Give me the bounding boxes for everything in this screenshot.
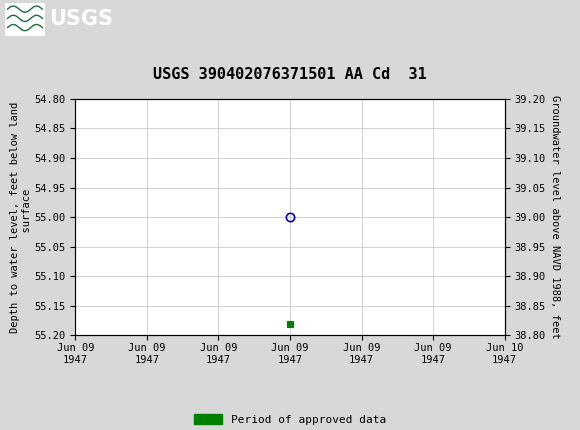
Text: USGS 390402076371501 AA Cd  31: USGS 390402076371501 AA Cd 31 — [153, 67, 427, 82]
Y-axis label: Groundwater level above NAVD 1988, feet: Groundwater level above NAVD 1988, feet — [550, 95, 560, 339]
Y-axis label: Depth to water level, feet below land
  surface: Depth to water level, feet below land su… — [10, 101, 32, 333]
Bar — [5, 3, 45, 36]
Text: USGS: USGS — [49, 9, 113, 29]
Legend: Period of approved data: Period of approved data — [190, 410, 390, 429]
